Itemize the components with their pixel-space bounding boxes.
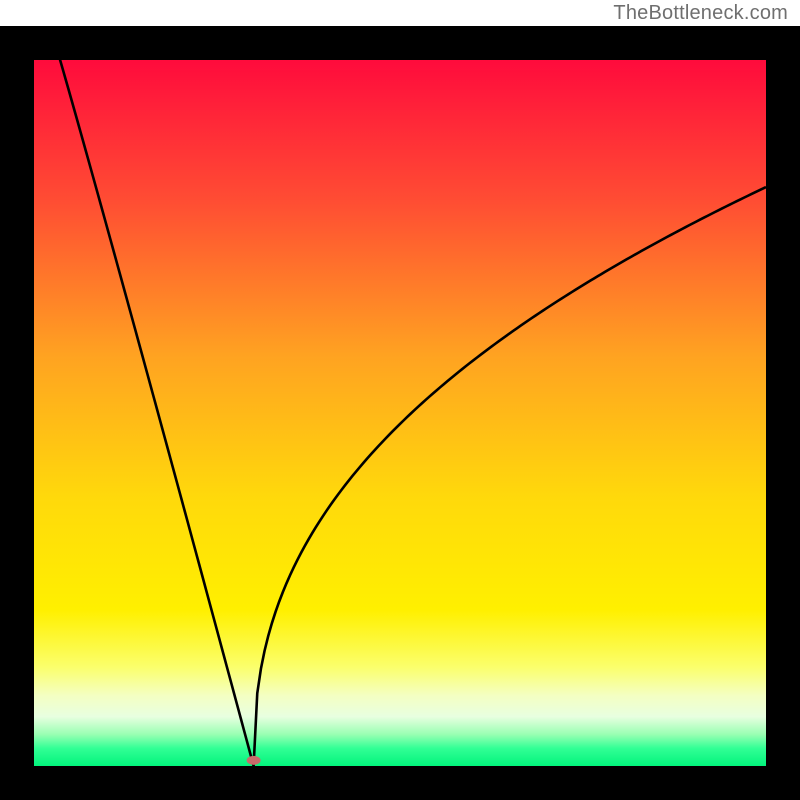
optimum-marker xyxy=(247,756,261,765)
plot-background xyxy=(34,60,766,766)
bottleneck-curve-chart xyxy=(0,0,800,800)
watermark-text: TheBottleneck.com xyxy=(613,2,788,25)
chart-container: TheBottleneck.com xyxy=(0,0,800,800)
